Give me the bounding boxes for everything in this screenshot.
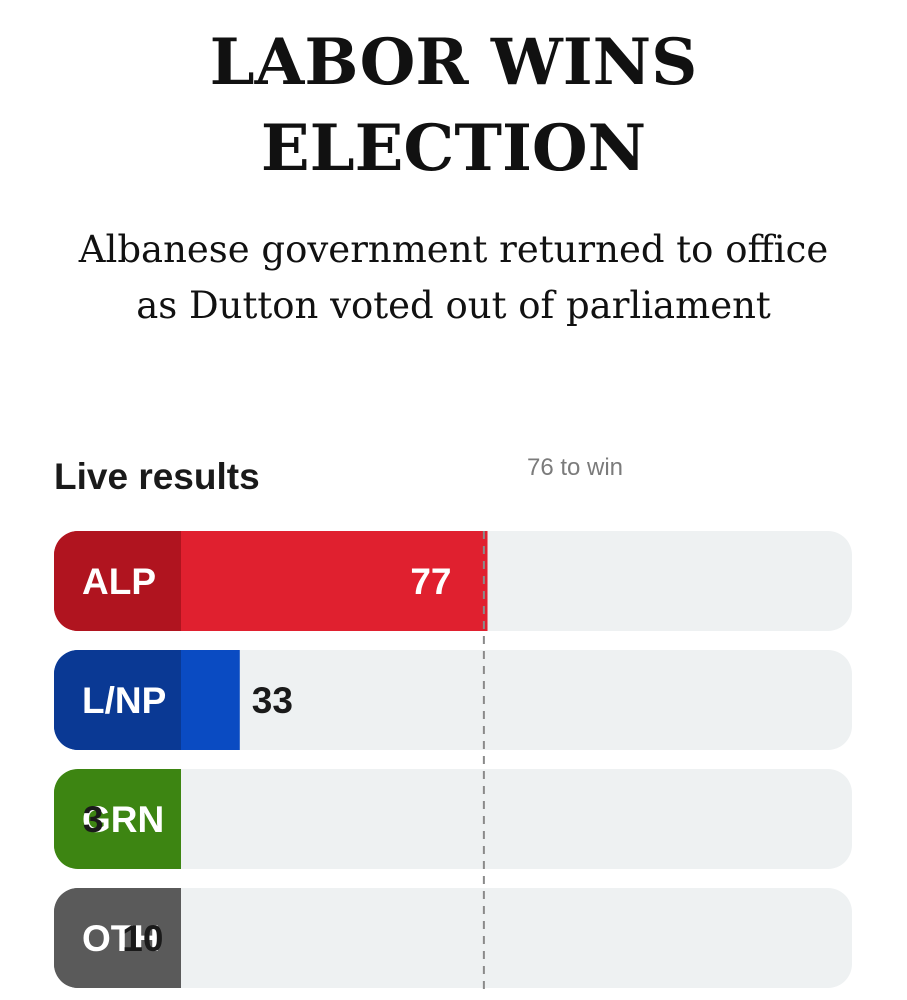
headline-line-2: ELECTION bbox=[260, 111, 647, 186]
party-label-bg-oth bbox=[54, 888, 181, 988]
seat-count-l-np: 33 bbox=[252, 680, 293, 721]
seat-count-grn: 3 bbox=[83, 799, 104, 840]
live-results-label: Live results bbox=[54, 456, 260, 497]
party-label-l-np: L/NP bbox=[82, 680, 166, 721]
party-label-bg-alp bbox=[54, 531, 181, 631]
seat-count-alp: 77 bbox=[410, 561, 451, 602]
party-label-alp: ALP bbox=[82, 561, 156, 602]
subheadline-line-1: Albanese government returned to office bbox=[78, 228, 829, 271]
result-row-grn bbox=[54, 769, 852, 869]
bar-track-oth bbox=[54, 888, 852, 988]
party-label-grn: GRN bbox=[82, 799, 164, 840]
bar-track-grn bbox=[54, 769, 852, 869]
subheadline: Albanese government returned to office a… bbox=[0, 222, 907, 334]
subheadline-line-2: as Dutton voted out of parliament bbox=[136, 284, 771, 327]
result-row-oth bbox=[54, 888, 852, 988]
party-label-bg-l-np bbox=[54, 650, 181, 750]
headline: LABOR WINS ELECTION bbox=[0, 20, 907, 192]
party-label-bg-grn bbox=[54, 769, 181, 869]
headline-line-1: LABOR WINS bbox=[209, 25, 698, 100]
result-row-alp bbox=[54, 531, 852, 631]
result-row-l-np bbox=[54, 650, 852, 750]
seat-count-oth: 10 bbox=[122, 918, 163, 959]
majority-label: 76 to win bbox=[526, 454, 624, 481]
party-label-oth: OTH bbox=[82, 918, 160, 959]
